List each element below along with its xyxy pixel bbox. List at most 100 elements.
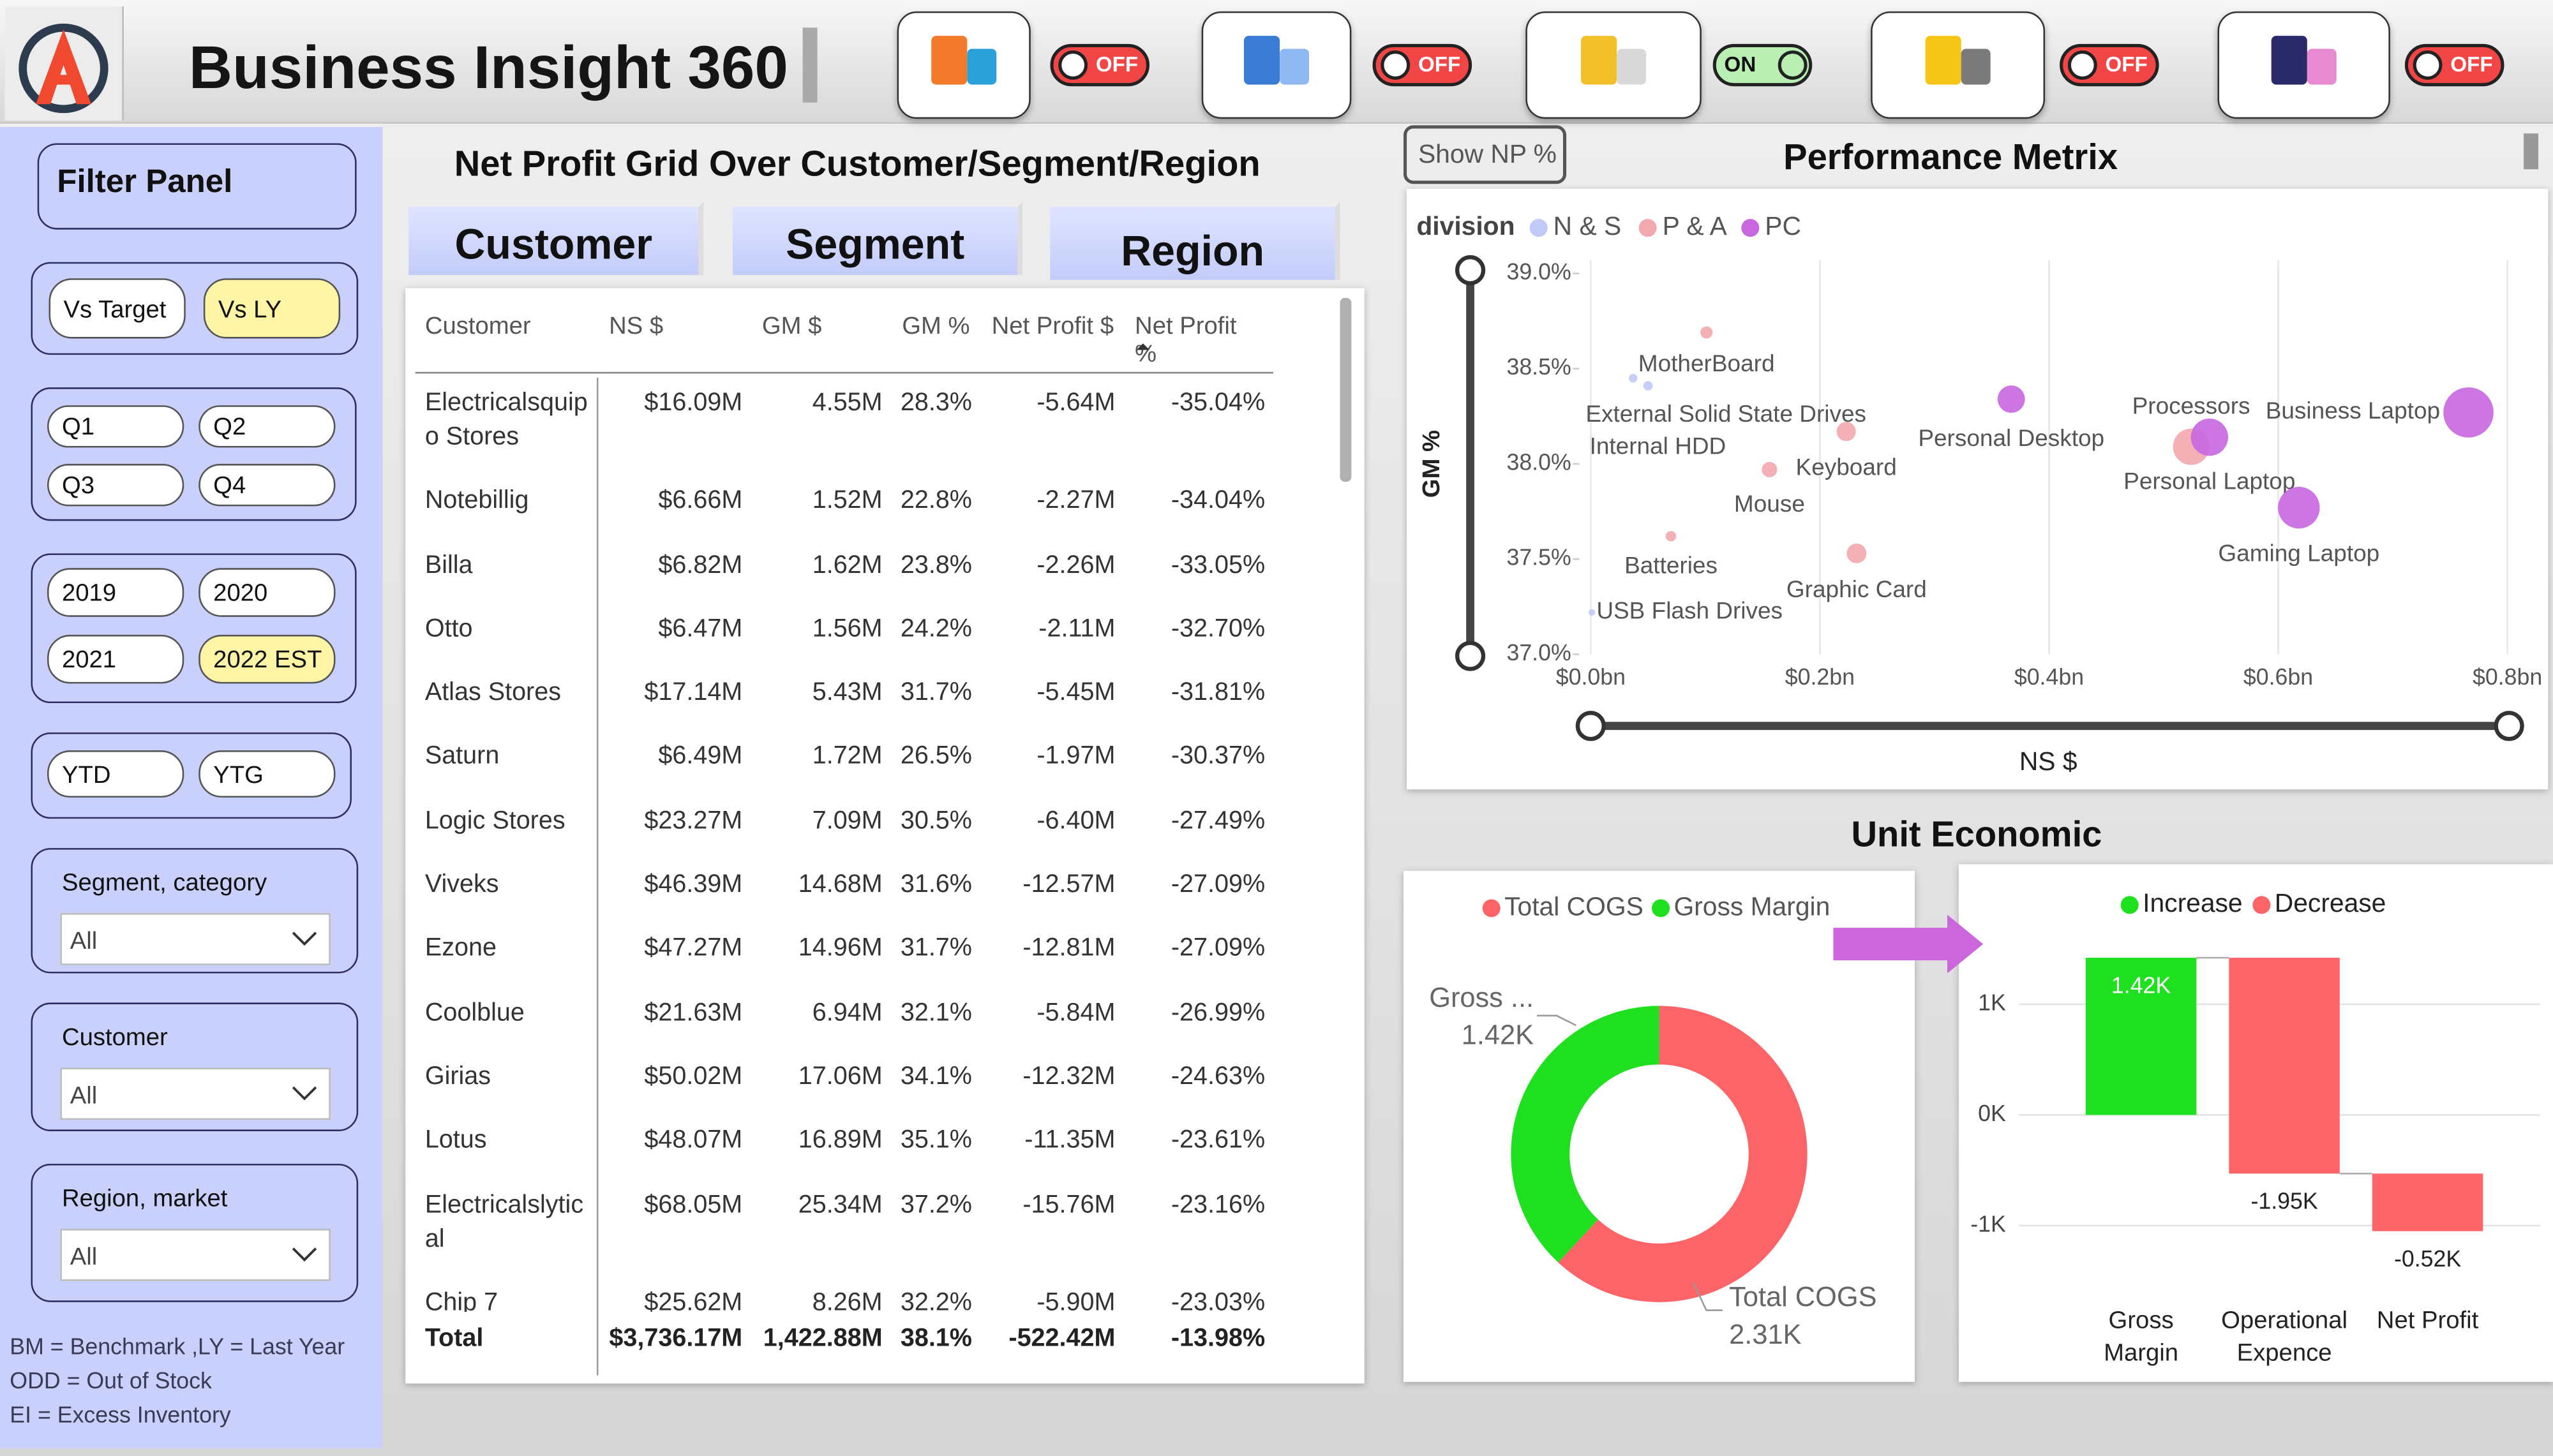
toggle-knob [2067,50,2097,80]
point-label: Internal HDD [1590,433,1726,459]
note: EI = Excess Inventory [10,1401,231,1428]
point-label: External Solid State Drives [1585,401,1866,427]
icon [2307,48,2337,85]
filter-button[interactable]: Q4 [198,464,336,507]
dropdown[interactable]: All [60,1229,331,1281]
table-cell: -522.42M [1008,1325,1116,1353]
icon [931,36,968,85]
table-cell: $25.62M [644,1289,743,1312]
np-button[interactable]: Show NP % [1403,125,1567,184]
table-row: Notebillig $6.66M 1.52M 22.8% -2.27M -34.04% [425,476,1272,540]
dropdown[interactable]: All [60,1067,331,1120]
legend-label: P & A [1663,211,1728,241]
table-cell: -31.81% [1171,679,1266,707]
table-cell: 1.72M [812,743,883,771]
point-label: MotherBoard [1638,350,1775,376]
table-cell: -24.63% [1171,1062,1266,1091]
table-cell: Saturn [424,743,500,771]
x-tick-label: $0.8bn [2473,664,2542,690]
title-bar [802,27,818,103]
toggle-label: OFF [1418,52,1461,77]
icon [1581,36,1617,85]
filter-button[interactable]: Vs Target [49,278,186,339]
toggle[interactable]: OFF [2404,43,2504,87]
table-cell: -34.04% [1171,487,1266,515]
tab[interactable]: Segment [732,202,1023,276]
chevron [292,1247,317,1262]
filter-button[interactable]: 2022 EST [198,634,336,684]
y-tick-label: 38.5% [1506,354,1571,380]
filter-button[interactable]: 2019 [47,568,184,617]
panel-box [31,732,352,819]
x-tick-label: Gross Margin [2104,1307,2179,1367]
table-cell: 17.06M [798,1062,883,1091]
table-cell: 30.5% [900,806,972,835]
leader-line [1537,1014,1576,1027]
icon [1243,36,1280,85]
panel-box [31,553,357,704]
table-cell: 14.68M [798,870,883,899]
table-cell: -23.16% [1171,1191,1266,1219]
filter-button[interactable]: Q2 [198,405,336,448]
value-label: 1.42K [1462,1020,1534,1050]
note: BM = Benchmark ,LY = Last Year [10,1333,345,1360]
scatter-card [1407,188,2549,790]
toggle[interactable]: ON [1712,43,1813,87]
filter-button[interactable]: 2020 [198,568,336,617]
point [1846,543,1867,563]
toggle[interactable]: OFF [1372,43,1472,87]
slider-handle [1575,711,1606,741]
legend-label: Gross Margin [1673,891,1830,921]
table-cell: Electricalsquipo Stores [424,389,588,451]
panel-box [31,262,359,355]
point [2278,486,2320,529]
filter-button[interactable]: YTD [47,750,184,798]
table-cell: $6.66M [658,487,743,515]
table-cell: Atlas Stores [424,679,561,707]
legend-marker [1529,219,1548,237]
column-header: Customer [424,312,531,341]
y-axis-label: GM % [1418,430,1445,498]
legend-marker [2120,896,2139,914]
dropdown-label: Segment, category [61,869,267,897]
scrollbar [1340,297,1352,482]
table-cell: -26.99% [1171,999,1266,1027]
bar [2372,1173,2483,1231]
filter-button[interactable]: Q1 [47,405,184,448]
tab[interactable]: Customer [408,202,704,276]
point-label: Batteries [1624,553,1718,579]
table-cell: -5.45M [1037,679,1116,707]
filter-button[interactable]: 2021 [47,634,184,684]
toggle[interactable]: OFF [1050,43,1150,87]
toggle[interactable]: OFF [2060,43,2159,87]
filter-button[interactable]: YTG [198,750,336,798]
x-tick-label: $0.0bn [1556,664,1626,690]
table-cell: $3,736.17M [609,1325,743,1353]
table-cell: 31.6% [900,870,972,899]
tab[interactable]: Region [1050,202,1340,280]
note: ODD = Out of Stock [10,1367,212,1393]
table-cell: 1.62M [812,551,883,579]
legend-label: Increase [2143,888,2242,917]
table-cell: 37.2% [900,1191,972,1219]
table-cell: -15.76M [1022,1191,1116,1219]
table-cell: 22.8% [900,487,972,515]
point-label: Mouse [1734,491,1805,517]
table-cell: $6.47M [658,615,743,643]
grid-title: Net Profit Grid Over Customer/Segment/Re… [454,143,1261,184]
point [1836,422,1856,442]
toggle-label: OFF [2450,52,2493,77]
table-cell: Girias [424,1062,491,1091]
chevron [292,1086,317,1101]
filter-button[interactable]: Q3 [47,464,184,507]
table-cell: -23.03% [1171,1289,1266,1312]
point [2190,419,2229,456]
point-label: Gaming Laptop [2218,540,2379,566]
table-cell: 1.52M [812,487,883,515]
dropdown[interactable]: All [60,913,331,965]
table-cell: -35.04% [1171,389,1266,417]
point [1643,381,1653,391]
table-row: Billa $6.82M 1.62M 23.8% -2.26M -33.05% [425,540,1272,604]
filter-button[interactable]: Vs LY [203,278,341,339]
